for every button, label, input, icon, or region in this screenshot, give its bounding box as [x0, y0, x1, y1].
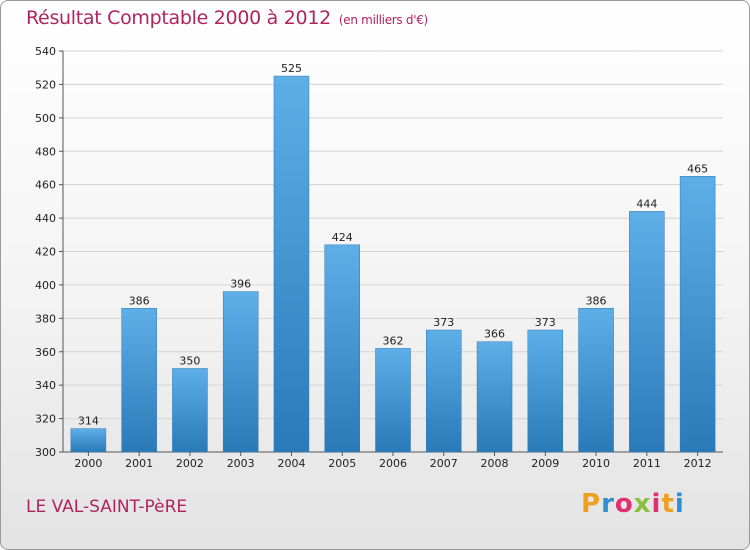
y-tick-label: 400: [35, 279, 56, 292]
bar-2006: [375, 348, 411, 453]
x-tick-label-2006: 2006: [379, 457, 407, 470]
x-tick-label-2000: 2000: [74, 457, 102, 470]
x-tick-label-2010: 2010: [582, 457, 610, 470]
bar-2005: [324, 244, 360, 453]
y-tick-label: 300: [35, 446, 56, 459]
chart-subtitle: (en milliers d'€): [338, 13, 428, 27]
bar-2012: [679, 176, 716, 453]
chart-title-text: Résultat Comptable 2000 à 2012: [26, 7, 331, 29]
y-tick-label: 540: [35, 45, 56, 58]
data-label-2003: 396: [230, 278, 251, 291]
place-name: LE VAL-SAINT-PèRE: [26, 497, 188, 517]
y-tick-label: 360: [35, 346, 56, 359]
data-label-2005: 424: [332, 231, 353, 244]
y-tick-label: 340: [35, 379, 56, 392]
bar-2001: [121, 308, 157, 453]
logo-letter: t: [661, 489, 675, 519]
chart-title: Résultat Comptable 2000 à 2012 (en millie…: [26, 7, 428, 29]
logo-letter: r: [601, 489, 615, 519]
logo-letter: x: [633, 489, 652, 519]
bar-2007: [426, 329, 462, 453]
bar-2000: [70, 428, 107, 453]
y-tick-label: 520: [35, 78, 56, 91]
bar-2004: [273, 75, 310, 453]
data-label-2000: 314: [78, 415, 99, 428]
x-tick-label-2002: 2002: [176, 457, 204, 470]
bars: [70, 75, 716, 453]
data-label-2008: 366: [484, 328, 505, 341]
x-tick-label-2012: 2012: [684, 457, 712, 470]
bar-2002: [172, 368, 208, 453]
data-label-2001: 386: [129, 294, 150, 307]
bar-2011: [629, 211, 665, 453]
logo-letter: P: [581, 489, 602, 519]
y-tick-label: 460: [35, 179, 56, 192]
y-tick-label: 440: [35, 212, 56, 225]
logo-letter: i: [651, 489, 662, 519]
x-tick-label-2001: 2001: [125, 457, 153, 470]
axes: 300 320 340 360 380 400 420 440 460 480 500 520 540 2…: [35, 45, 723, 470]
bar-2008: [476, 341, 513, 453]
x-tick-label-2005: 2005: [328, 457, 356, 470]
y-tick-label: 500: [35, 112, 56, 125]
data-label-2004: 525: [281, 62, 302, 75]
x-tick-label-2003: 2003: [227, 457, 255, 470]
x-tick-label-2008: 2008: [481, 457, 509, 470]
x-tick-label-2007: 2007: [430, 457, 458, 470]
data-label-2012: 465: [687, 162, 708, 175]
bar-2010: [578, 308, 614, 453]
logo-letter: o: [614, 489, 634, 519]
data-label-2007: 373: [433, 316, 454, 329]
data-label-2010: 386: [586, 294, 607, 307]
data-label-2002: 350: [179, 354, 200, 367]
y-tick-label: 380: [35, 312, 56, 325]
x-tick-label-2011: 2011: [633, 457, 661, 470]
bar-2009: [527, 329, 564, 453]
data-label-2011: 444: [636, 197, 657, 210]
y-tick-label: 420: [35, 246, 56, 259]
x-tick-label-2009: 2009: [531, 457, 559, 470]
x-tick-label-2004: 2004: [277, 457, 305, 470]
proxiti-logo[interactable]: Proxiti: [581, 489, 685, 519]
logo-letter: i: [674, 489, 685, 519]
y-tick-label: 320: [35, 413, 56, 426]
data-label-2006: 362: [383, 334, 404, 347]
data-labels: 314 386 350 396 525 424 362 373 366 373 386 444 465: [78, 62, 708, 428]
bar-2003: [222, 291, 259, 453]
y-tick-label: 480: [35, 145, 56, 158]
data-label-2009: 373: [535, 316, 556, 329]
